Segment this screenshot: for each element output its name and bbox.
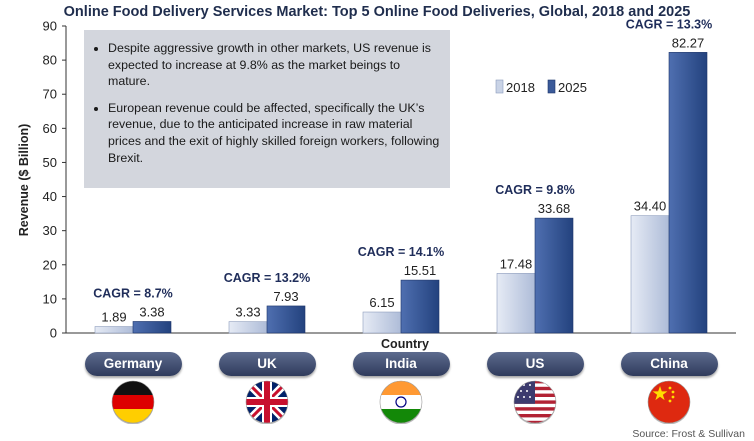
value-label-2025: 82.27 xyxy=(672,35,705,50)
legend-label-2018: 2018 xyxy=(506,80,535,95)
value-label-2018: 17.48 xyxy=(500,256,533,271)
note-item: Despite aggressive growth in other marke… xyxy=(108,40,440,90)
germany-flag-icon xyxy=(111,380,155,425)
china-flag-icon xyxy=(647,380,691,425)
bar-2025-china xyxy=(668,52,708,334)
value-label-2025: 3.38 xyxy=(139,304,164,319)
y-tick-label: 0 xyxy=(50,326,57,341)
india-flag-icon xyxy=(379,380,423,425)
value-label-2025: 33.68 xyxy=(538,201,571,216)
cagr-annotation: CAGR = 9.8% xyxy=(495,183,575,197)
chart-title: Online Food Delivery Services Market: To… xyxy=(64,4,691,20)
bar-2025-india xyxy=(400,279,440,334)
cagr-annotation: CAGR = 13.2% xyxy=(224,271,311,285)
bar-2025-uk xyxy=(266,305,306,334)
value-label-2025: 15.51 xyxy=(404,263,437,278)
note-item: European revenue could be affected, spec… xyxy=(108,100,440,166)
us-flag-icon xyxy=(513,380,557,425)
bar-2018-germany xyxy=(94,326,134,334)
country-pill-china: China xyxy=(620,352,718,376)
value-label-2018: 34.40 xyxy=(634,199,667,214)
legend-swatch-2018 xyxy=(495,79,504,94)
y-tick-label: 10 xyxy=(43,291,57,306)
bar-2018-india xyxy=(362,311,402,334)
notes-box: Despite aggressive growth in other marke… xyxy=(84,30,450,188)
bar-2018-uk xyxy=(228,321,268,334)
country-pill-india: India xyxy=(352,352,450,376)
legend-swatch-2025 xyxy=(547,79,556,94)
value-label-2018: 6.15 xyxy=(369,295,394,310)
country-pill-us: US xyxy=(486,352,584,376)
legend-label-2025: 2025 xyxy=(558,80,587,95)
y-tick-label: 30 xyxy=(43,223,57,238)
y-tick-label: 80 xyxy=(43,53,57,68)
y-tick-label: 90 xyxy=(43,19,57,34)
value-label-2025: 7.93 xyxy=(273,289,298,304)
legend: 2018 2025 xyxy=(495,79,587,95)
country-pill-uk: UK xyxy=(218,352,316,376)
y-axis-label: Revenue ($ Billion) xyxy=(17,124,31,237)
y-tick-label: 20 xyxy=(43,257,57,272)
country-pill-germany: Germany xyxy=(84,352,182,376)
uk-flag-icon xyxy=(245,380,289,425)
bars: 1.89 3.38 CAGR = 8.7% 3.33 7.93 CAGR = 13.2% 6… xyxy=(93,17,713,334)
bar-2018-us xyxy=(496,273,536,334)
cagr-annotation: CAGR = 14.1% xyxy=(358,245,445,259)
notes-list: Despite aggressive growth in other marke… xyxy=(94,40,440,166)
cagr-annotation: CAGR = 8.7% xyxy=(93,286,173,300)
bar-2018-china xyxy=(630,215,670,334)
y-tick-label: 40 xyxy=(43,189,57,204)
bar-2025-germany xyxy=(132,321,172,334)
cagr-annotation: CAGR = 13.3% xyxy=(626,17,713,31)
bar-2025-us xyxy=(534,217,574,334)
y-tick-label: 60 xyxy=(43,121,57,136)
value-label-2018: 1.89 xyxy=(101,310,126,325)
x-axis-label: Country xyxy=(381,337,429,351)
y-tick-label: 50 xyxy=(43,155,57,170)
y-tick-label: 70 xyxy=(43,87,57,102)
source-note: Source: Frost & Sullivan xyxy=(632,428,745,440)
value-label-2018: 3.33 xyxy=(235,305,260,320)
